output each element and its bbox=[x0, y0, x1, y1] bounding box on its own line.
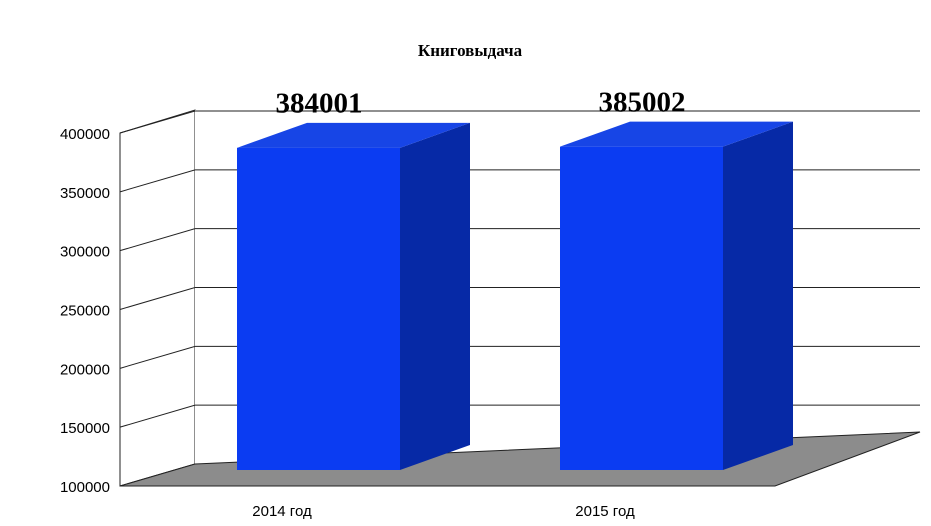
data-label: 385002 bbox=[599, 86, 686, 118]
bar-top bbox=[560, 121, 793, 147]
x-tick-label: 2015 год bbox=[575, 503, 635, 520]
bar-side bbox=[400, 122, 470, 470]
y-tick-label: 200000 bbox=[60, 361, 110, 378]
grid-line bbox=[119, 110, 920, 134]
y-tick-label: 250000 bbox=[60, 302, 110, 319]
y-tick-label: 300000 bbox=[60, 244, 110, 261]
data-label: 384001 bbox=[276, 87, 363, 119]
y-tick-label: 150000 bbox=[60, 420, 110, 437]
bar bbox=[237, 147, 400, 470]
x-tick-label: 2014 год bbox=[252, 503, 312, 520]
bar bbox=[560, 146, 723, 470]
y-tick-label: 100000 bbox=[60, 479, 110, 496]
chart-title: Книговыдача bbox=[418, 41, 523, 60]
y-tick-label: 400000 bbox=[60, 126, 110, 143]
bar-side bbox=[723, 121, 793, 470]
bar-top bbox=[237, 122, 470, 148]
y-tick-label: 350000 bbox=[60, 185, 110, 202]
